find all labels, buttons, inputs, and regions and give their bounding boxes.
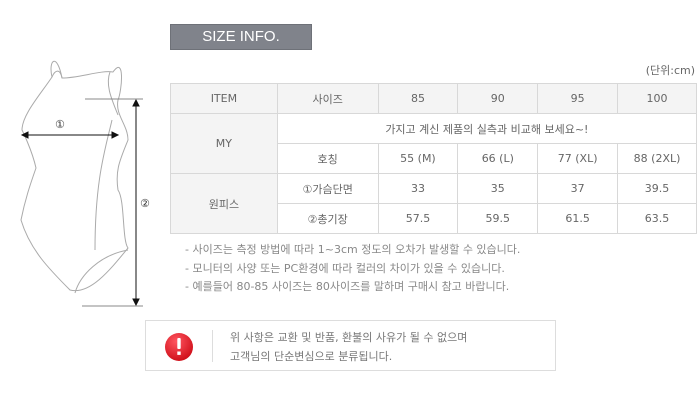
onepiece-label: 원피스	[170, 173, 278, 234]
table-cell: 77 (XL)	[537, 143, 619, 174]
header-cell: 90	[457, 83, 539, 114]
table-row: 원피스 ①가슴단면 33 35 37 39.5	[170, 173, 697, 234]
notes-list: - 사이즈는 측정 방법에 따라 1~3cm 정도의 오차가 발생할 수 있습니…	[185, 241, 520, 297]
table-cell: 37	[537, 173, 619, 204]
notice-box: 위 사항은 교환 및 반품, 환불의 사유가 될 수 없으며 고객님의 단순변심…	[145, 320, 556, 371]
table-cell: 63.5	[617, 203, 697, 234]
table-cell: 39.5	[617, 173, 697, 204]
header-cell: 95	[537, 83, 619, 114]
header-cell: 100	[617, 83, 697, 114]
table-cell: 57.5	[377, 203, 459, 234]
table-cell: 33	[377, 173, 459, 204]
table-cell: ②총기장	[276, 203, 379, 234]
size-table: ITEM 사이즈 85 90 95 100 MY 가지고 계신 제품의 실측과 …	[170, 83, 698, 234]
note-item: - 예를들어 80-85 사이즈는 80사이즈를 말하며 구매시 참고 바랍니다…	[185, 280, 510, 293]
my-label: MY	[170, 113, 278, 174]
table-row: MY 가지고 계신 제품의 실측과 비교해 보세요~!	[170, 113, 698, 174]
unit-label: (단위:cm)	[645, 64, 695, 77]
table-cell: 호칭	[276, 143, 379, 174]
table-cell: ①가슴단면	[276, 173, 379, 204]
table-cell: 59.5	[457, 203, 539, 234]
divider	[212, 330, 213, 362]
header-cell: ITEM	[170, 83, 278, 114]
notice-line: 고객님의 단순변심으로 분류됩니다.	[230, 350, 393, 363]
my-message: 가지고 계신 제품의 실측과 비교해 보세요~!	[276, 113, 698, 144]
header-cell: 85	[377, 83, 459, 114]
notice-line: 위 사항은 교환 및 반품, 환불의 사유가 될 수 없으며	[230, 331, 468, 344]
header-cell: 사이즈	[276, 83, 379, 114]
total-length-marker: ②	[140, 197, 150, 210]
table-row: ②총기장 57.5 59.5 61.5 63.5	[171, 203, 697, 234]
exclamation-icon	[165, 333, 193, 361]
table-cell: 66 (L)	[457, 143, 539, 174]
table-row: 호칭 55 (M) 66 (L) 77 (XL) 88 (2XL)	[171, 143, 697, 174]
swimsuit-diagram: ① ②	[20, 60, 150, 307]
table-cell: 35	[457, 173, 539, 204]
table-cell: 88 (2XL)	[617, 143, 697, 174]
table-header-row: ITEM 사이즈 85 90 95 100	[170, 83, 697, 114]
note-item: - 모니터의 사양 또는 PC환경에 따라 컬러의 차이가 있을 수 있습니다.	[185, 261, 505, 275]
table-cell: 61.5	[537, 203, 619, 234]
size-info-title: SIZE INFO.	[170, 24, 312, 50]
chest-width-marker: ①	[55, 118, 65, 131]
note-item: - 사이즈는 측정 방법에 따라 1~3cm 정도의 오차가 발생할 수 있습니…	[185, 243, 521, 256]
table-cell: 55 (M)	[377, 143, 459, 174]
